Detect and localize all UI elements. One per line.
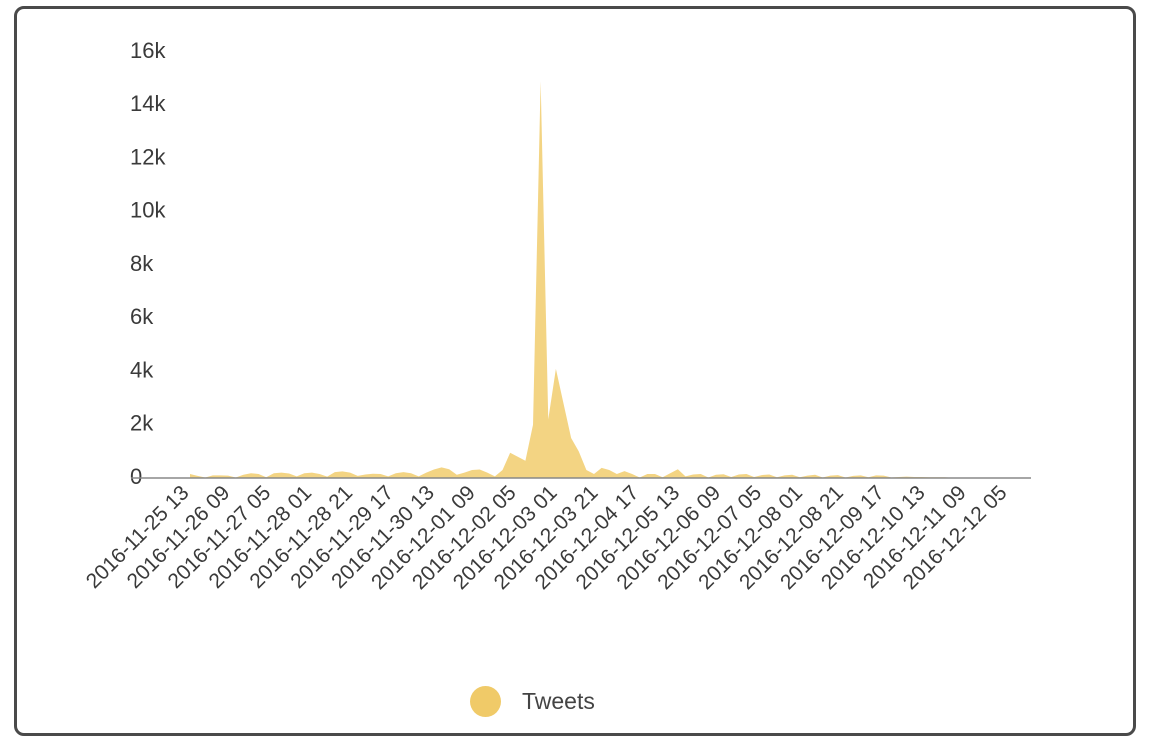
legend-label-tweets: Tweets bbox=[522, 688, 595, 714]
series-area-tweets[interactable] bbox=[190, 81, 998, 478]
legend[interactable]: Tweets bbox=[470, 686, 595, 717]
y-tick-label: 4k bbox=[130, 357, 154, 382]
y-tick-label: 6k bbox=[130, 304, 154, 329]
y-tick-label: 8k bbox=[130, 251, 154, 276]
y-tick-label: 10k bbox=[130, 198, 166, 223]
legend-swatch-tweets bbox=[470, 686, 501, 717]
y-tick-label: 0 bbox=[130, 464, 142, 489]
y-tick-label: 14k bbox=[130, 91, 166, 116]
y-tick-label: 2k bbox=[130, 411, 154, 436]
y-tick-label: 16k bbox=[130, 38, 166, 63]
chart-card bbox=[14, 6, 1136, 736]
y-tick-label: 12k bbox=[130, 144, 166, 169]
